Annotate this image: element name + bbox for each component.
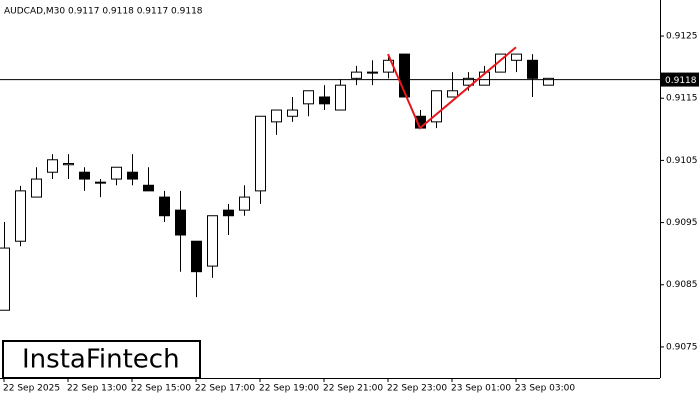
candle-body bbox=[367, 71, 378, 74]
candle-body bbox=[111, 166, 122, 180]
candle-body bbox=[543, 77, 554, 86]
candle-body bbox=[239, 196, 250, 211]
pattern-line bbox=[387, 46, 517, 130]
y-tick-label: 0.9085 bbox=[666, 280, 698, 290]
x-tick-label: 22 Sep 15:00 bbox=[131, 384, 191, 394]
candle-body bbox=[175, 209, 186, 236]
x-tick-label: 22 Sep 19:00 bbox=[259, 384, 319, 394]
candle-body bbox=[143, 184, 154, 192]
candle-body bbox=[159, 196, 170, 217]
candle-body bbox=[447, 90, 458, 98]
y-tick-label: 0.9115 bbox=[666, 94, 698, 104]
x-tick-label: 22 Sep 13:00 bbox=[67, 384, 127, 394]
x-tick-label: 23 Sep 01:00 bbox=[451, 384, 511, 394]
x-tick-label: 22 Sep 23:00 bbox=[387, 384, 447, 394]
candle-body bbox=[207, 215, 218, 267]
y-tick-label: 0.9105 bbox=[666, 156, 698, 166]
candle-body bbox=[79, 171, 90, 180]
candle-body bbox=[63, 163, 74, 166]
candle-body bbox=[287, 109, 298, 117]
candle-body bbox=[511, 53, 522, 61]
candle-body bbox=[399, 53, 410, 98]
x-tick-label: 22 Sep 17:00 bbox=[195, 384, 255, 394]
candle-body bbox=[127, 171, 138, 180]
y-tick-label: 0.9095 bbox=[666, 218, 698, 228]
chart-title: AUDCAD,M30 0.9117 0.9118 0.9117 0.9118 bbox=[4, 7, 203, 17]
candle-body bbox=[255, 115, 266, 192]
candle-body bbox=[319, 96, 330, 105]
x-tick-label: 23 Sep 03:00 bbox=[515, 384, 575, 394]
candle-body bbox=[191, 240, 202, 273]
candle-body bbox=[15, 190, 26, 242]
candle-body bbox=[495, 53, 506, 73]
current-price-label: 0.9118 bbox=[665, 76, 697, 86]
candle-body bbox=[0, 247, 10, 311]
candle-body bbox=[303, 90, 314, 105]
x-tick-label: 22 Sep 21:00 bbox=[323, 384, 383, 394]
y-tick-label: 0.9125 bbox=[666, 32, 698, 42]
x-tick-label: 22 Sep 2025 bbox=[3, 384, 60, 394]
brand: InstaFintech bbox=[22, 345, 180, 375]
candle-body bbox=[223, 209, 234, 217]
y-tick-label: 0.9075 bbox=[666, 342, 698, 352]
candle-body bbox=[335, 84, 346, 111]
candle-body bbox=[351, 71, 362, 79]
candle-body bbox=[431, 90, 442, 123]
candle-body bbox=[31, 178, 42, 198]
candle-body bbox=[95, 181, 106, 184]
brand-box bbox=[2, 340, 201, 379]
current-price-box bbox=[661, 72, 699, 87]
candle-body bbox=[527, 59, 538, 79]
candle-body bbox=[47, 159, 58, 173]
candle-body bbox=[271, 109, 282, 123]
